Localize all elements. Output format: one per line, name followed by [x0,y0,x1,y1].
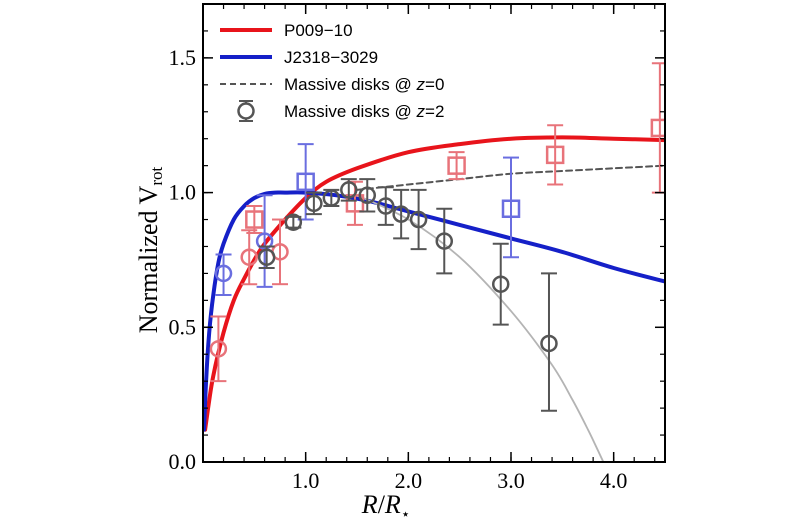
y-axis-title: Normalized Vrot [134,167,166,334]
circle-marker [209,340,228,358]
data-point [284,213,303,231]
square-marker [296,172,315,192]
data-point [245,205,264,234]
legend-circle-marker [237,102,255,120]
series-line-1 [203,190,665,432]
data-point [392,188,410,240]
circle-marker [376,197,395,215]
axes [202,3,666,463]
data-point [322,188,341,208]
legend-label-2: Massive disks @ z=0 [284,75,444,94]
y-tick-label: 0.0 [169,449,197,474]
x-tick-label: 1.0 [292,468,320,493]
data-point [209,315,228,383]
data-point [296,143,315,221]
legend-label-0: P009−10 [284,21,353,40]
x-tick-label: 3.0 [497,468,525,493]
circle-marker [257,248,276,266]
series-curves [203,135,665,462]
legend-label-post: =0 [425,75,444,94]
plot-frame [202,3,666,463]
circle-marker [284,213,303,231]
x-axis-title: R/R⋆ [361,490,410,523]
series-line-0 [203,135,665,432]
data-point [257,245,276,270]
circle-marker [491,275,510,293]
square-marker [245,210,264,229]
data-point [545,124,565,186]
circle-marker [322,189,341,207]
circle-marker [409,210,428,229]
data-point [491,242,510,326]
x-tick-label: 2.0 [395,468,423,493]
x-tick-label: 4.0 [600,468,628,493]
y-tick-label: 0.5 [169,314,197,339]
y-tick-label: 1.5 [169,45,197,70]
data-point [435,207,454,275]
data-point [340,178,358,202]
legend-label-italic: z [416,75,426,94]
square-marker [447,156,466,175]
data-point [214,253,233,296]
circle-marker [392,205,410,223]
square-marker [545,145,565,165]
circle-marker [358,186,377,205]
data-point [447,151,466,181]
data-point [540,272,558,412]
circle-marker [240,248,258,266]
data-point [409,188,428,251]
data-point [358,178,377,213]
legend-label-pre: Massive disks @ [284,102,417,121]
data-point [255,194,274,288]
data-points [209,62,665,412]
series-line-3 [356,194,605,462]
ticks: 1.0 2.0 3.0 4.0 0.0 0.5 1.0 1.5 [169,4,665,493]
circle-marker [340,181,358,199]
data-point [376,186,395,226]
circle-marker [540,334,558,353]
legend-label-post: =2 [425,102,444,121]
y-tick-label: 1.0 [169,180,197,205]
data-point [305,191,323,216]
circle-marker [305,194,323,213]
square-marker [501,199,521,219]
legend-label-3: Massive disks @ z=2 [284,102,444,121]
data-point [501,156,521,259]
circle-marker [435,232,454,250]
circle-marker [255,232,274,250]
square-marker [650,118,665,138]
legend-label-italic: z [416,102,426,121]
legend-label-1: J2318−3029 [284,48,378,67]
legend-label-pre: Massive disks @ [284,75,417,94]
circle-marker [214,264,233,283]
